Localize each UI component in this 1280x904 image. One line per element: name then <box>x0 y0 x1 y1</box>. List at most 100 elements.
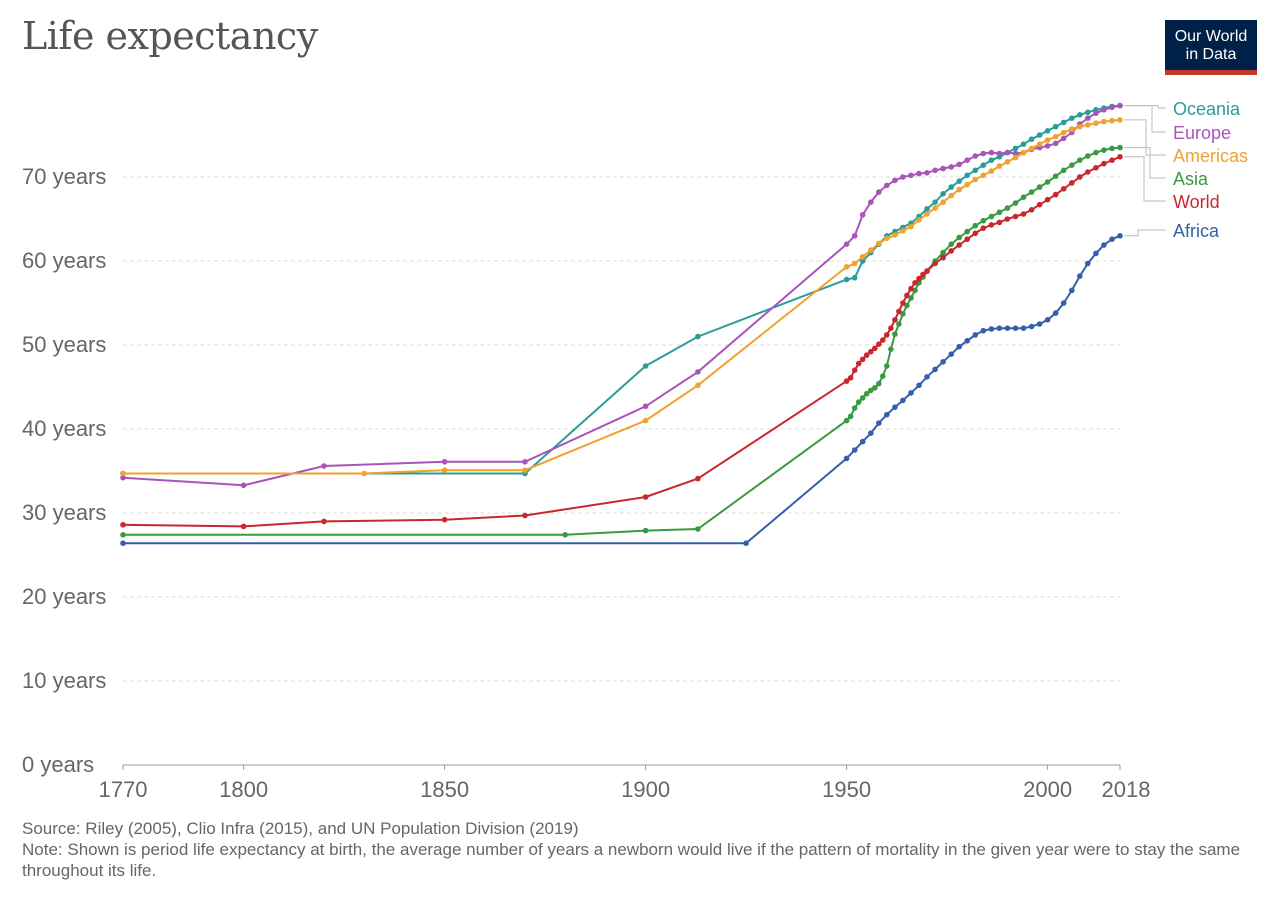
data-point <box>1085 153 1091 159</box>
data-point <box>847 413 854 420</box>
series-americas <box>120 117 1123 477</box>
series-world <box>120 154 1123 530</box>
data-point <box>843 241 850 247</box>
data-point <box>1109 117 1115 124</box>
data-point <box>920 271 926 278</box>
data-point <box>996 219 1003 226</box>
data-point <box>851 260 858 267</box>
data-point <box>522 512 528 519</box>
data-point <box>892 232 898 238</box>
series-europe <box>120 102 1123 489</box>
data-point <box>1052 123 1059 130</box>
data-point <box>1028 189 1035 195</box>
data-point <box>1117 102 1123 109</box>
chart-title: Life expectancy <box>22 14 318 58</box>
data-point <box>1044 143 1051 149</box>
data-point <box>1004 159 1011 165</box>
data-point <box>908 223 914 230</box>
legend-label: Asia <box>1173 169 1209 189</box>
data-point <box>940 191 946 197</box>
data-point <box>956 343 962 350</box>
data-point <box>1117 233 1123 239</box>
data-point <box>642 363 649 369</box>
data-point <box>1069 126 1075 132</box>
data-point <box>872 345 878 352</box>
data-point <box>851 275 858 281</box>
data-point <box>1109 104 1115 111</box>
data-point <box>996 325 1003 332</box>
data-point <box>1036 201 1043 208</box>
data-point <box>888 346 894 353</box>
data-point <box>843 417 850 424</box>
data-point <box>948 351 954 358</box>
data-point <box>859 258 866 264</box>
source-text: Source: Riley (2005), Clio Infra (2015),… <box>22 819 579 838</box>
data-point <box>932 199 938 205</box>
data-point <box>1085 115 1091 121</box>
y-tick-label: 60 years <box>22 248 106 273</box>
data-point <box>695 382 701 389</box>
data-point <box>972 332 979 338</box>
y-tick-label: 0 years <box>22 752 94 777</box>
data-point <box>1109 157 1115 163</box>
data-point <box>1036 321 1043 327</box>
data-point <box>884 235 890 242</box>
x-tick-label: 1800 <box>219 777 268 802</box>
legend-connector <box>1124 156 1166 202</box>
logo-line-2: in Data <box>1185 46 1237 63</box>
legend-label: Africa <box>1173 221 1220 241</box>
legend-item-americas: Americas <box>1124 119 1248 166</box>
data-point <box>900 228 906 234</box>
data-point <box>948 241 954 247</box>
data-point <box>1004 325 1011 332</box>
legend-label: Oceania <box>1173 99 1241 119</box>
data-point <box>940 249 946 256</box>
data-point <box>1028 323 1035 330</box>
data-point <box>884 332 890 338</box>
data-point <box>863 390 870 397</box>
data-point <box>884 182 890 189</box>
data-point <box>980 162 987 168</box>
data-point <box>876 420 882 426</box>
data-point <box>964 236 970 242</box>
x-tick-label: 1950 <box>822 777 871 802</box>
data-point <box>642 494 649 500</box>
data-point <box>948 248 954 254</box>
data-point <box>1036 132 1043 138</box>
legend-connector <box>1124 229 1166 237</box>
data-point <box>1101 160 1107 167</box>
data-point <box>441 516 448 523</box>
data-point <box>972 167 979 174</box>
data-point <box>1044 137 1051 143</box>
data-point <box>859 395 866 401</box>
data-point <box>321 463 327 469</box>
data-point <box>1069 287 1075 294</box>
y-tick-label: 50 years <box>22 332 106 357</box>
data-point <box>1077 112 1083 118</box>
data-point <box>1012 145 1019 152</box>
data-point <box>872 385 878 391</box>
data-point <box>1036 141 1043 147</box>
data-point <box>916 217 922 223</box>
data-point <box>904 302 910 309</box>
data-point <box>1093 149 1099 156</box>
data-point <box>1012 325 1019 332</box>
data-point <box>859 212 866 218</box>
data-point <box>988 213 995 220</box>
data-point <box>908 390 914 396</box>
data-point <box>1093 110 1099 116</box>
data-point <box>980 217 987 224</box>
legend-connector <box>1124 119 1166 156</box>
owid-logo[interactable]: Our World in Data <box>1165 20 1257 75</box>
data-point <box>1020 149 1027 156</box>
data-point <box>1060 119 1067 126</box>
data-point <box>695 526 701 532</box>
data-point <box>1060 186 1067 192</box>
data-point <box>932 260 938 267</box>
data-point <box>892 317 898 323</box>
x-tick-label: 1770 <box>99 777 148 802</box>
data-point <box>120 532 126 538</box>
logo-line-1: Our World <box>1174 28 1248 45</box>
data-point <box>916 275 922 282</box>
data-point <box>996 150 1003 157</box>
